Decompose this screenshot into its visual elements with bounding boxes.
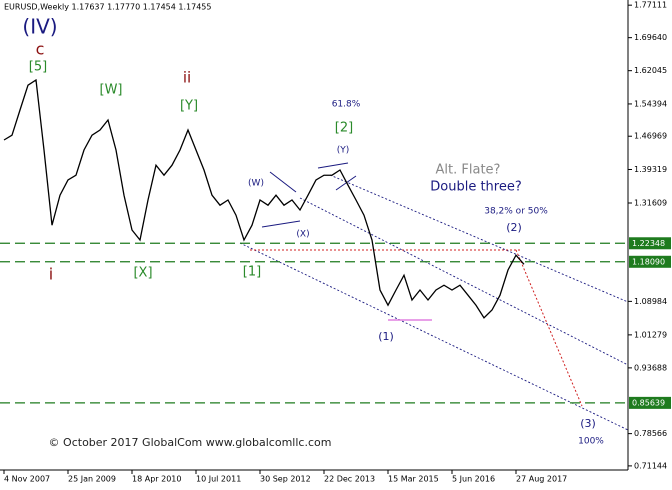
annotation: i [49, 265, 53, 284]
y-tick-label: 0.71144 [634, 461, 667, 470]
annotation: (W) [248, 179, 264, 189]
y-tick-label: 1.69640 [634, 33, 667, 42]
y-tick-label: 1.62045 [634, 66, 667, 75]
level-label: 1.22348 [632, 239, 665, 248]
x-tick-label: 22 Dec 2013 [324, 475, 375, 484]
annotation: Double three? [430, 180, 522, 195]
annotation: (3) [580, 417, 596, 430]
annotation: 38,2% or 50% [484, 207, 548, 217]
level-label: 1.18090 [632, 257, 665, 266]
annotation: 61.8% [332, 100, 361, 110]
x-tick-label: 5 Jun 2016 [452, 475, 495, 484]
channel-lines [239, 174, 629, 431]
annotation: [W] [100, 83, 123, 98]
price-line [3, 78, 525, 319]
annotation: (X) [296, 230, 309, 240]
level-tag [629, 255, 671, 268]
x-tick-label: 30 Sep 2012 [260, 475, 311, 484]
y-tick-label: 0.78566 [634, 429, 667, 438]
y-tick-label: 1.08984 [634, 297, 667, 306]
annotation: ii [183, 69, 191, 87]
annotation: [5] [29, 60, 47, 75]
y-tick-label: 0.93688 [634, 363, 667, 372]
x-tick-label: 4 Nov 2007 [4, 475, 50, 484]
x-tick-label: 27 Aug 2017 [516, 475, 567, 484]
annotation: [X] [133, 266, 152, 281]
level-tag [629, 396, 671, 409]
annotation: 100% [578, 437, 604, 447]
projection-line [515, 249, 583, 407]
level-label: 0.85639 [632, 398, 665, 407]
annotation: [Y] [180, 99, 198, 114]
y-tick-label: 1.54394 [634, 99, 667, 108]
annotation: (2) [506, 221, 522, 234]
annotation: © October 2017 GlobalCom www.globalcomll… [49, 436, 332, 449]
y-tick-label: 1.01279 [634, 330, 667, 339]
annotation: [2] [335, 121, 353, 136]
y-tick-label: 1.39319 [634, 165, 667, 174]
annotation: c [36, 40, 45, 59]
y-tick-label: 1.31609 [634, 199, 667, 208]
x-tick-label: 15 Mar 2015 [388, 475, 439, 484]
x-tick-label: 25 Jan 2009 [68, 475, 116, 484]
wave-marks [261, 162, 357, 228]
level-tag [629, 237, 671, 250]
annotation: Alt. Flate? [436, 163, 501, 178]
y-tick-label: 1.46969 [634, 132, 667, 141]
annotation: (IV) [22, 15, 57, 39]
annotation: (1) [378, 330, 394, 343]
x-tick-label: 10 Jul 2011 [196, 475, 241, 484]
chart-title: EURUSD,Weekly 1.17637 1.17770 1.17454 1.… [4, 3, 211, 12]
y-tick-label: 1.77111 [634, 1, 667, 10]
annotation: (Y) [337, 146, 350, 156]
x-tick-label: 18 Apr 2010 [132, 475, 181, 484]
annotation: [1] [243, 265, 261, 280]
